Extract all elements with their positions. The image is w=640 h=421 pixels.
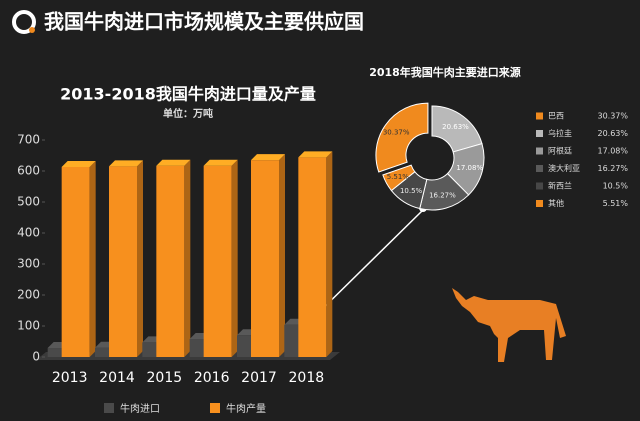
bar-top	[298, 151, 333, 158]
bar-subtitle: 单位：万吨	[163, 107, 213, 120]
slice-label: 5.51%	[387, 173, 410, 181]
x-tick-label: 2014	[99, 370, 135, 386]
legend-label: 牛肉产量	[226, 402, 266, 415]
legend-swatch	[536, 112, 543, 120]
page-title: 我国牛肉进口市场规模及主要供应国	[44, 10, 364, 34]
legend-swatch	[210, 403, 220, 413]
slice-label: 16.27%	[429, 192, 456, 200]
logo-dot	[29, 27, 35, 33]
bar	[251, 160, 279, 357]
donut-slice	[375, 102, 429, 173]
bar	[203, 165, 232, 357]
bar	[109, 166, 137, 357]
legend-swatch	[536, 182, 543, 190]
bar	[142, 342, 161, 357]
bar-top	[61, 160, 96, 167]
legend-value: 20.63%	[597, 129, 628, 138]
bar-side	[89, 160, 96, 357]
bar	[284, 324, 303, 357]
legend-swatch	[536, 147, 543, 155]
donut-slice	[382, 164, 416, 192]
bar-side	[326, 151, 333, 357]
bar-side	[184, 159, 191, 357]
bar	[237, 335, 255, 357]
bar-top	[109, 160, 143, 167]
y-tick-label: 0	[32, 350, 40, 364]
y-tick-label: 500	[17, 195, 40, 209]
legend-value: 30.37%	[597, 112, 628, 121]
y-tick-label: 700	[17, 133, 40, 147]
slice-label: 17.08%	[456, 164, 483, 172]
bar-side	[137, 160, 143, 357]
bar-top	[203, 159, 238, 166]
legend-swatch	[104, 403, 114, 413]
y-tick-label: 600	[17, 164, 40, 178]
x-tick-label: 2017	[241, 370, 277, 386]
bar-side	[279, 154, 285, 357]
bar	[47, 348, 66, 357]
bar-side	[231, 159, 238, 357]
slice-label: 10.5%	[400, 187, 423, 195]
bar-top	[251, 154, 285, 161]
legend-label: 阿根廷	[548, 146, 572, 156]
legend-value: 16.27%	[597, 164, 628, 173]
x-tick-label: 2013	[52, 370, 88, 386]
legend-label: 乌拉圭	[548, 128, 572, 138]
legend-swatch	[536, 200, 543, 207]
bar-title: 2013-2018我国牛肉进口量及产量	[60, 85, 316, 104]
slice-label: 20.63%	[442, 123, 469, 131]
bull-icon	[452, 288, 566, 362]
bar-top	[156, 159, 191, 166]
y-tick-label: 300	[17, 257, 40, 271]
bar	[189, 339, 208, 357]
legend-label: 牛肉进口	[120, 402, 160, 415]
y-tick-label: 100	[17, 319, 40, 333]
legend-label: 新西兰	[548, 181, 572, 191]
legend-value: 17.08%	[597, 147, 628, 156]
bar	[298, 157, 327, 357]
y-tick-label: 400	[17, 226, 40, 240]
slice-label: 30.37%	[383, 128, 410, 136]
bar	[61, 166, 90, 357]
legend-label: 其他	[548, 198, 564, 208]
x-tick-label: 2016	[194, 370, 230, 386]
x-tick-label: 2018	[289, 370, 325, 386]
x-tick-label: 2015	[147, 370, 183, 386]
y-tick-label: 200	[17, 288, 40, 302]
bar	[156, 165, 185, 357]
legend-value: 5.51%	[603, 199, 629, 208]
bar	[95, 347, 113, 357]
logo	[12, 10, 36, 34]
legend-swatch	[536, 130, 543, 137]
legend-label: 巴西	[548, 112, 564, 121]
legend-label: 澳大利亚	[548, 163, 580, 173]
legend-value: 10.5%	[603, 182, 629, 191]
legend-swatch	[536, 165, 543, 172]
pie-title: 2018年我国牛肉主要进口来源	[369, 65, 521, 79]
